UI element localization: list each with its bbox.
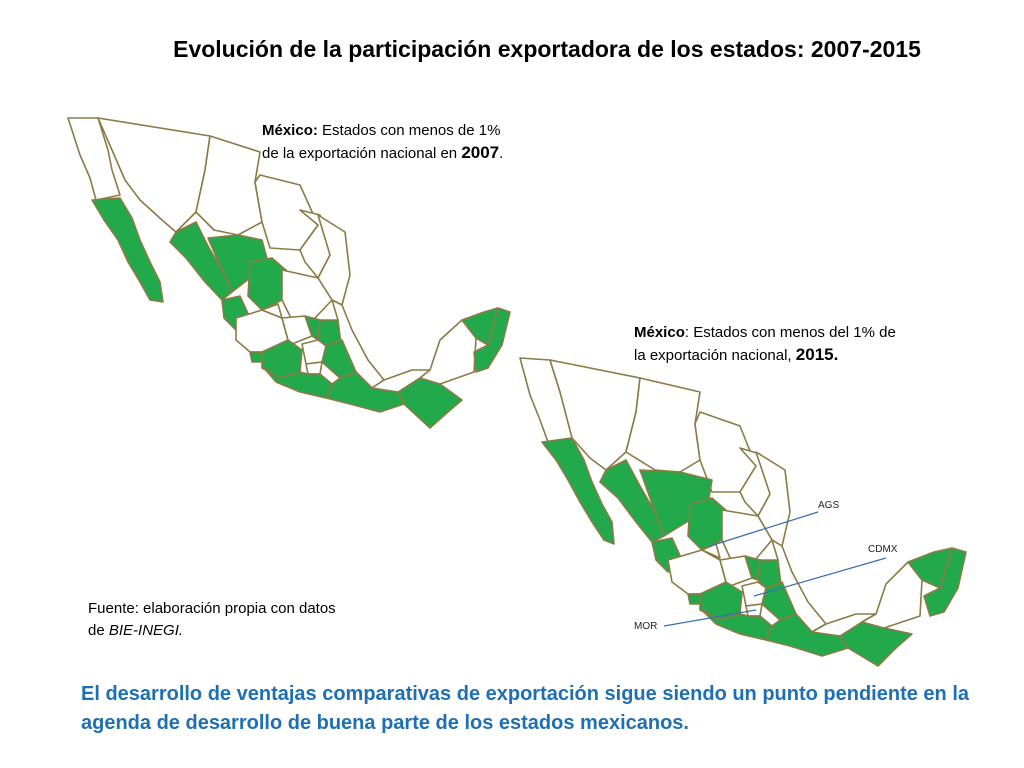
state-sinaloa [169,221,233,301]
caption-2015-year: 2015. [795,345,839,364]
state-baja-california-sur [541,437,615,545]
caption-2015-bold: México [634,324,685,341]
state-aguascalientes [701,543,721,559]
state-guerrero [701,609,773,641]
state-morelos [305,361,323,375]
state-coahuila [254,174,319,251]
state-aguascalientes [261,303,283,319]
state-baja-california-sur [91,197,164,303]
slide-title: Evolución de la participación exportador… [173,36,921,62]
caption-2015-text-1: : Estados con menos del 1% de [684,324,896,341]
callout-mor: MOR [634,621,657,632]
state-campeche [419,319,477,385]
caption-2015: México: Estados con menos del 1% de la e… [634,322,974,367]
caption-2007: México: Estados con menos de 1% de la ex… [262,120,592,165]
source-note: Fuente: elaboración propia con datos de … [88,598,408,642]
callout-line-mor [663,609,757,627]
state-guanajuato [719,555,753,587]
callout-line-ags [709,511,819,547]
state-quintana-roo [473,307,511,373]
source-line-2-prefix: de [88,622,109,639]
source-line-1: Fuente: elaboración propia con datos [88,600,336,617]
state-quintana-roo [923,547,967,617]
state-coahuila [694,411,757,493]
caption-2007-text-1: Estados con menos de 1% [317,122,501,139]
caption-2007-text-2: de la exportación nacional en [262,145,462,162]
map-2015: AGS CDMX MOR [519,357,967,667]
state-campeche [861,561,923,629]
callout-cdmx: CDMX [868,544,898,555]
caption-2007-bold: México: [262,122,318,139]
caption-2007-end: . [499,145,504,162]
state-guerrero [263,367,333,399]
state-baja-california [67,117,121,201]
source-line-2-italic: BIE-INEGI. [108,622,184,639]
caption-2015-text-2: la exportación nacional, [634,347,796,364]
caption-2007-year: 2007 [461,143,500,162]
map-2007 [67,117,511,429]
conclusion-text: El desarrollo de ventajas comparativas d… [81,683,969,734]
callout-ags: AGS [818,500,839,511]
callout-line-cdmx [753,557,887,597]
state-sinaloa [599,459,665,543]
state-guanajuato [281,315,313,345]
